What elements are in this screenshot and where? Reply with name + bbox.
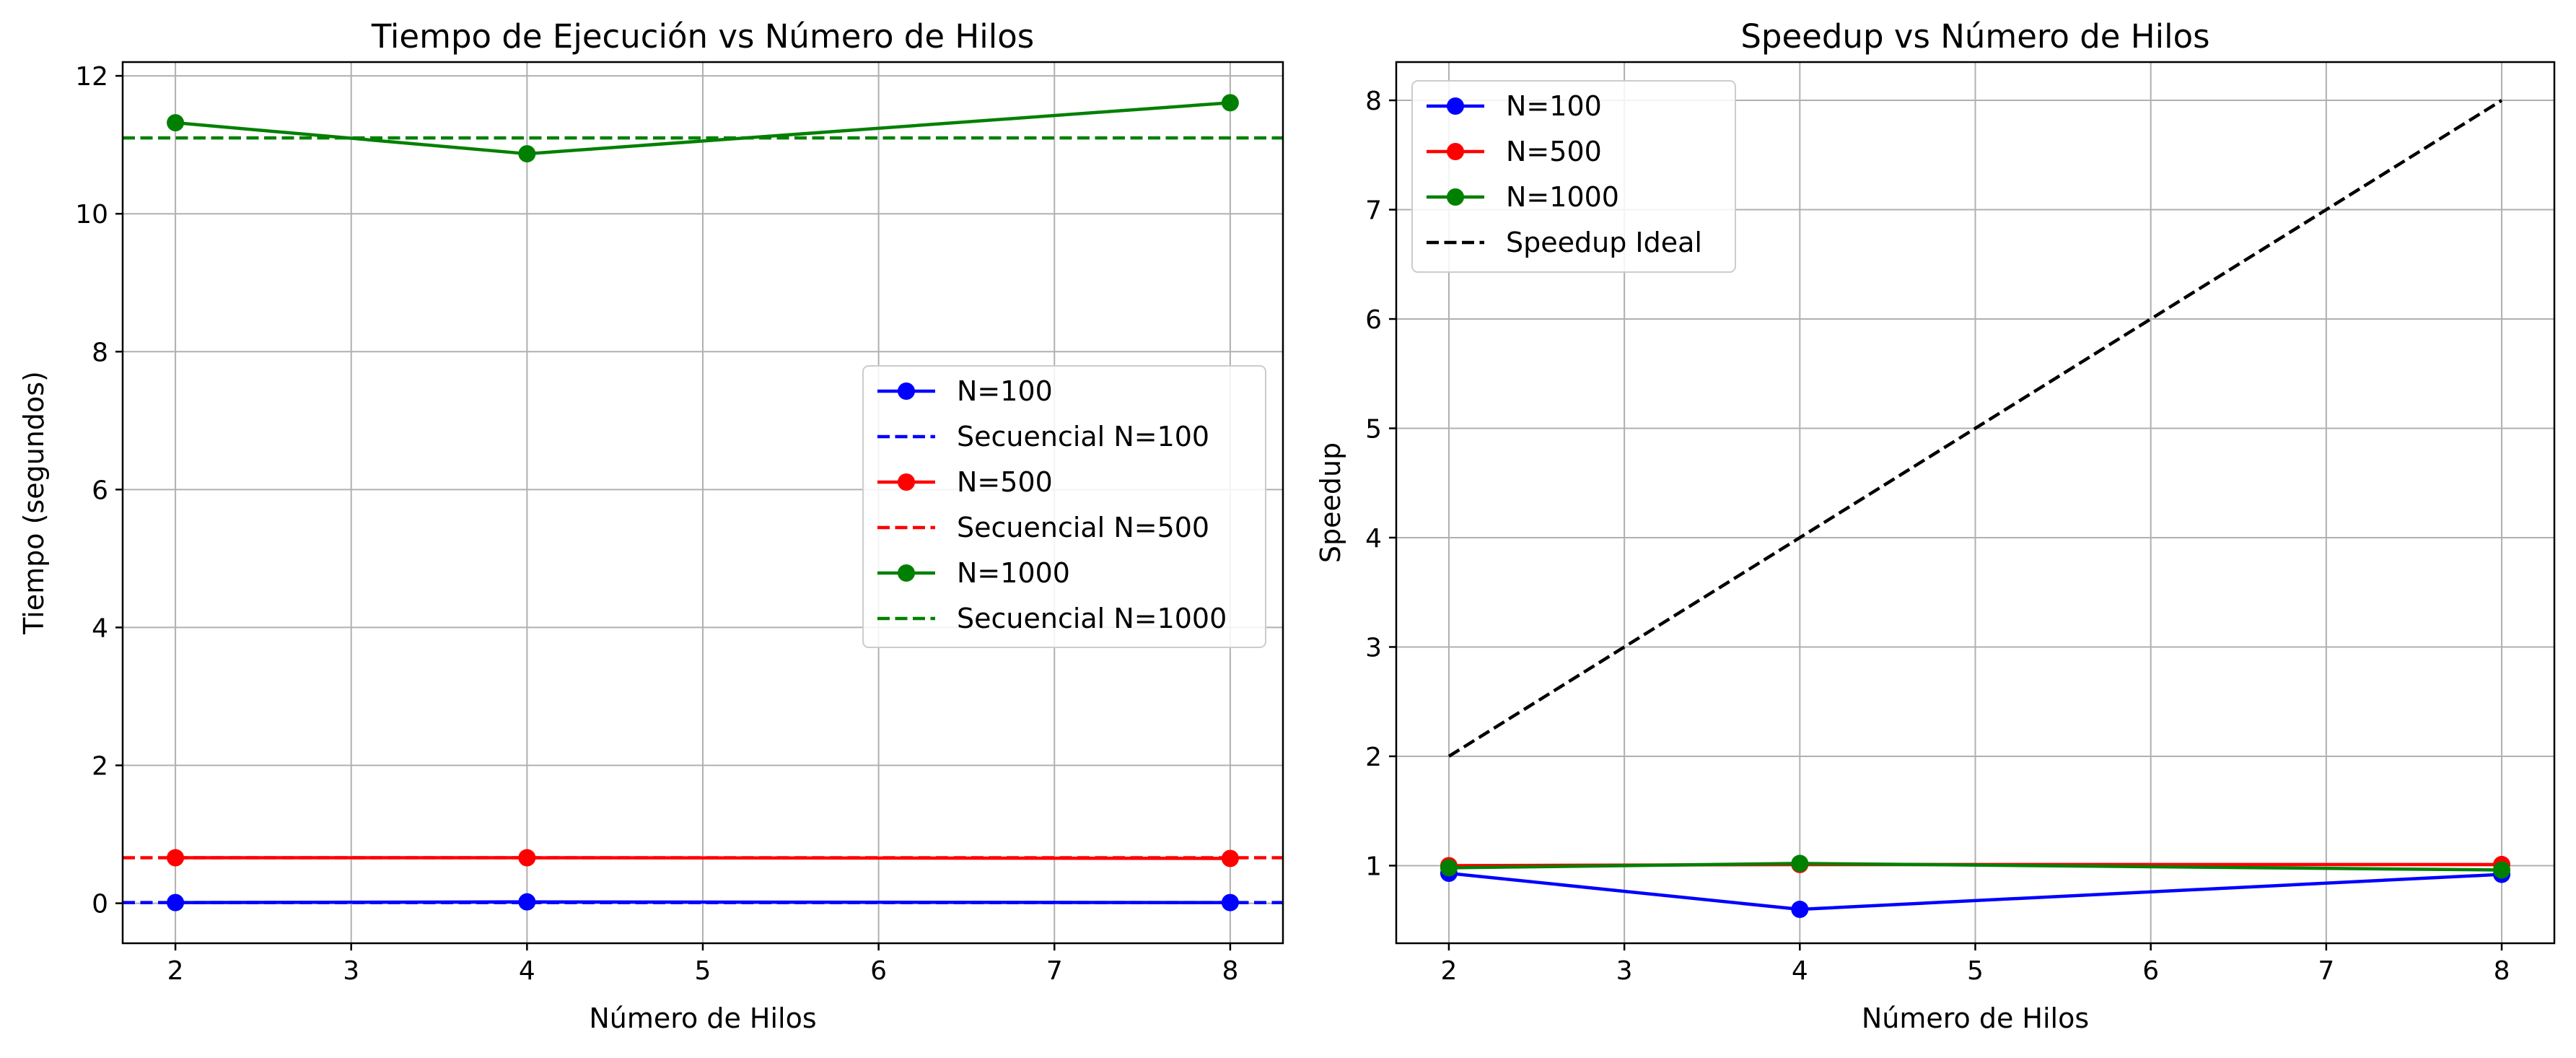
x-tick-label: 4 bbox=[519, 956, 535, 986]
legend-entry: Secuencial N=1000 bbox=[877, 603, 1227, 634]
legend-label: N=1000 bbox=[957, 557, 1070, 589]
series-n-1000-point bbox=[167, 114, 185, 132]
legend-marker-swatch bbox=[1447, 143, 1464, 160]
x-tick-label: 6 bbox=[2142, 956, 2159, 986]
series-n-100-point bbox=[518, 893, 536, 911]
legend-box bbox=[862, 365, 1266, 648]
x-tick-label: 2 bbox=[1441, 956, 1458, 986]
y-tick-label: 10 bbox=[75, 200, 108, 229]
x-tick-label: 3 bbox=[1616, 956, 1633, 986]
y-tick-label: 5 bbox=[1365, 414, 1382, 444]
y-tick-label: 8 bbox=[1365, 87, 1382, 116]
legend-entry: N=500 bbox=[1427, 136, 1602, 167]
x-tick-label: 5 bbox=[1967, 956, 1984, 986]
legend-box bbox=[1411, 80, 1736, 273]
y-tick-label: 1 bbox=[1365, 852, 1382, 881]
legend-marker-swatch bbox=[898, 382, 915, 400]
x-axis-label: Número de Hilos bbox=[589, 1002, 816, 1034]
series-n-500-point bbox=[167, 849, 185, 867]
chart-2: 2 3 4 5 6 7 8 1 2 3 4 5 6 7 8 Speedup vs Número de Hilo… bbox=[1315, 17, 2556, 1034]
x-axis-label: Número de Hilos bbox=[1862, 1002, 2089, 1034]
legend: N=100 N=500 N=1000 Speedup Ideal bbox=[1411, 80, 1736, 273]
legend-entry: Speedup Ideal bbox=[1427, 227, 1702, 258]
legend-entry: Secuencial N=100 bbox=[877, 421, 1209, 453]
x-tick-label: 8 bbox=[1222, 956, 1238, 986]
series-n-1000-point bbox=[518, 145, 536, 163]
series-n-500-line bbox=[175, 856, 1230, 860]
series-n-1000-point bbox=[2493, 861, 2511, 879]
x-tick-label: 7 bbox=[2318, 956, 2334, 986]
legend-entry: N=500 bbox=[877, 466, 1053, 498]
legend-entry: N=1000 bbox=[877, 557, 1070, 589]
y-tick-label: 12 bbox=[75, 62, 108, 92]
y-tick-label: 2 bbox=[1365, 743, 1382, 772]
x-tick-label: 2 bbox=[167, 956, 184, 986]
y-tick-label: 8 bbox=[92, 338, 108, 367]
chart-title: Speedup vs Número de Hilos bbox=[1740, 17, 2209, 56]
legend-label: N=100 bbox=[957, 375, 1053, 407]
legend-label: Secuencial N=100 bbox=[957, 421, 1209, 453]
legend-marker-swatch bbox=[1447, 188, 1464, 206]
x-tick-label: 8 bbox=[2494, 956, 2510, 986]
series-n-1000-point bbox=[1791, 854, 1809, 873]
series-n-500-point bbox=[518, 849, 536, 867]
x-tick-label: 3 bbox=[343, 956, 359, 986]
y-axis-label: Tiempo (segundos) bbox=[18, 371, 50, 635]
y-tick-label: 4 bbox=[92, 613, 108, 643]
legend-label: N=500 bbox=[957, 466, 1053, 498]
legend-label: Secuencial N=1000 bbox=[957, 603, 1227, 634]
legend-label: Secuencial N=500 bbox=[957, 512, 1209, 543]
legend-entry: Secuencial N=500 bbox=[877, 512, 1209, 543]
y-tick-label: 0 bbox=[92, 890, 108, 919]
series-n-1000-point bbox=[1440, 859, 1458, 877]
x-tick-label: 5 bbox=[695, 956, 711, 986]
y-tick-label: 6 bbox=[1365, 305, 1382, 335]
legend-marker-swatch bbox=[898, 473, 915, 491]
plot-area bbox=[123, 94, 1283, 911]
chart-title: Tiempo de Ejecución vs Número de Hilos bbox=[371, 17, 1034, 56]
legend-entry: N=1000 bbox=[1427, 181, 1619, 213]
series-n-1000-point bbox=[1221, 94, 1239, 112]
plot-area bbox=[1440, 99, 2511, 919]
legend-label: Speedup Ideal bbox=[1506, 227, 1702, 258]
legend-label: N=100 bbox=[1506, 90, 1602, 122]
chart-1: 2 3 4 5 6 7 8 0 2 4 6 8 10 12 Tiempo de Ejecución vs N… bbox=[18, 17, 1284, 1034]
x-tick-label: 7 bbox=[1046, 956, 1063, 986]
legend-label: N=500 bbox=[1506, 136, 1602, 167]
y-tick-label: 7 bbox=[1365, 196, 1382, 226]
series-n-100-line bbox=[175, 900, 1230, 904]
y-tick-label: 2 bbox=[92, 752, 108, 782]
series-speedup-ideal-line bbox=[1447, 99, 2503, 758]
legend-entry: N=100 bbox=[877, 375, 1053, 407]
y-tick-label: 4 bbox=[1365, 524, 1382, 554]
legend: N=100 Secuencial N=100 N=500 Secuencial N=5… bbox=[862, 365, 1266, 648]
x-tick-label: 4 bbox=[1792, 956, 1808, 986]
y-tick-label: 3 bbox=[1365, 633, 1382, 663]
series-n-100-point bbox=[167, 893, 185, 911]
y-tick-label: 6 bbox=[92, 476, 108, 505]
x-tick-label: 6 bbox=[870, 956, 887, 986]
legend-marker-swatch bbox=[898, 564, 915, 582]
series-n-100-point bbox=[1791, 901, 1809, 919]
legend-marker-swatch bbox=[1447, 97, 1464, 115]
legend-label: N=1000 bbox=[1506, 181, 1619, 213]
legend-entry: N=100 bbox=[1427, 90, 1602, 122]
y-axis-label: Speedup bbox=[1315, 442, 1346, 563]
